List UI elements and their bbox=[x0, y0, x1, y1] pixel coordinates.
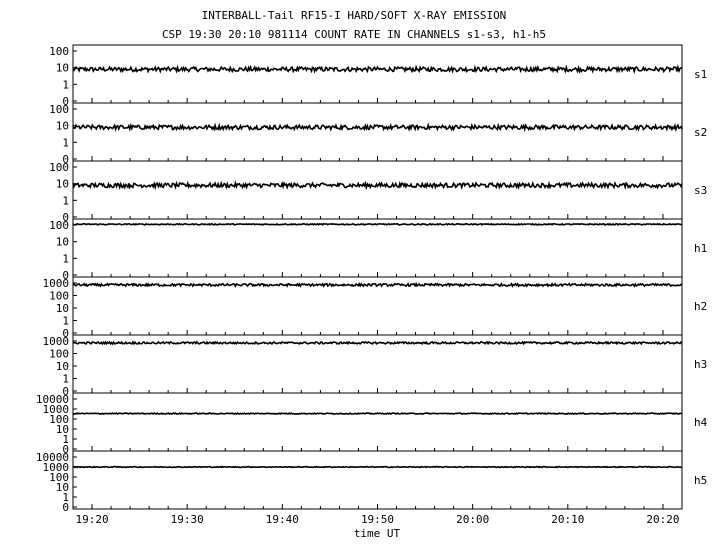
series-line-h4 bbox=[72, 412, 683, 416]
series-line-h2 bbox=[72, 281, 683, 288]
panel-frame-s3 bbox=[72, 160, 683, 220]
y-tick-label-h5-1: 1000 bbox=[43, 461, 70, 474]
channel-label-h1: h1 bbox=[694, 242, 707, 255]
y-tick-label-h2-2: 10 bbox=[56, 302, 69, 315]
series-line-s1 bbox=[72, 64, 683, 75]
series-line-h3 bbox=[72, 340, 683, 346]
y-tick-label-h1-1: 10 bbox=[56, 236, 69, 249]
y-tick-label-s1-2: 1 bbox=[62, 78, 69, 91]
y-tick-label-h5-3: 10 bbox=[56, 481, 69, 494]
chart-title: INTERBALL-Tail RF15-I HARD/SOFT X-RAY EM… bbox=[202, 9, 507, 22]
y-tick-label-s3-0: 100 bbox=[49, 161, 69, 174]
y-tick-label-h4-1: 1000 bbox=[43, 403, 70, 416]
y-tick-label-h2-0: 1000 bbox=[43, 277, 70, 290]
chart-subtitle: CSP 19:30 20:10 981114 COUNT RATE IN CHA… bbox=[162, 28, 546, 41]
y-tick-label-s2-1: 10 bbox=[56, 120, 69, 133]
y-tick-label-h2-4: 0 bbox=[62, 327, 69, 340]
y-tick-label-h3-3: 1 bbox=[62, 373, 69, 386]
series-line-h1 bbox=[72, 222, 683, 227]
x-tick-label-4: 20:00 bbox=[456, 513, 489, 526]
y-tick-label-h5-5: 0 bbox=[62, 501, 69, 514]
y-tick-label-s2-2: 1 bbox=[62, 136, 69, 149]
y-tick-label-h5-2: 100 bbox=[49, 471, 69, 484]
y-tick-label-h3-1: 100 bbox=[49, 348, 69, 361]
x-axis-label: time UT bbox=[354, 527, 401, 540]
y-tick-label-h1-2: 1 bbox=[62, 252, 69, 265]
y-tick-label-h5-0: 10000 bbox=[36, 451, 69, 464]
y-tick-label-h2-3: 1 bbox=[62, 315, 69, 328]
y-tick-label-h3-4: 0 bbox=[62, 385, 69, 398]
y-tick-label-s1-1: 10 bbox=[56, 62, 69, 75]
x-tick-label-2: 19:40 bbox=[266, 513, 299, 526]
y-tick-label-s3-3: 0 bbox=[62, 211, 69, 224]
y-tick-label-s1-3: 0 bbox=[62, 95, 69, 108]
y-tick-label-h3-0: 1000 bbox=[43, 335, 70, 348]
channel-label-h3: h3 bbox=[694, 358, 707, 371]
x-tick-label-5: 20:10 bbox=[551, 513, 584, 526]
series-line-s2 bbox=[72, 122, 683, 133]
channel-label-h2: h2 bbox=[694, 300, 707, 313]
x-tick-label-0: 19:20 bbox=[75, 513, 108, 526]
panel-frame-h5 bbox=[72, 450, 683, 510]
x-ticks-layer: 19:20 19:30 19:40 19:50 20:00 20:10 20:20 bbox=[75, 513, 679, 526]
series-line-s3 bbox=[72, 180, 683, 191]
channel-label-s1: s1 bbox=[694, 68, 707, 81]
y-tick-label-h5-4: 1 bbox=[62, 491, 69, 504]
y-tick-label-h4-2: 100 bbox=[49, 413, 69, 426]
y-tick-label-h4-3: 10 bbox=[56, 423, 69, 436]
panels-layer: 1001010s11001010s21001010s31001010h11000… bbox=[36, 44, 708, 514]
panel-frame-s1 bbox=[72, 44, 683, 104]
y-tick-label-h1-3: 0 bbox=[62, 269, 69, 282]
y-tick-label-s3-1: 10 bbox=[56, 178, 69, 191]
y-tick-label-s3-2: 1 bbox=[62, 194, 69, 207]
panel-frame-s2 bbox=[72, 102, 683, 162]
series-line-h5 bbox=[72, 465, 683, 469]
y-tick-label-s1-0: 100 bbox=[49, 45, 69, 58]
y-tick-label-h4-4: 1 bbox=[62, 433, 69, 446]
y-tick-label-s2-0: 100 bbox=[49, 103, 69, 116]
y-tick-label-h2-1: 100 bbox=[49, 290, 69, 303]
panel-frame-h1 bbox=[72, 218, 683, 278]
channel-label-h4: h4 bbox=[694, 416, 708, 429]
panel-frame-h4 bbox=[72, 392, 683, 452]
channel-label-s2: s2 bbox=[694, 126, 707, 139]
y-tick-label-h4-5: 0 bbox=[62, 443, 69, 456]
y-tick-label-s2-3: 0 bbox=[62, 153, 69, 166]
y-tick-label-h4-0: 10000 bbox=[36, 393, 69, 406]
y-tick-label-h3-2: 10 bbox=[56, 360, 69, 373]
channel-label-s3: s3 bbox=[694, 184, 707, 197]
x-tick-label-6: 20:20 bbox=[646, 513, 679, 526]
x-tick-label-1: 19:30 bbox=[171, 513, 204, 526]
y-tick-label-h1-0: 100 bbox=[49, 219, 69, 232]
x-tick-label-3: 19:50 bbox=[361, 513, 394, 526]
channel-label-h5: h5 bbox=[694, 474, 707, 487]
